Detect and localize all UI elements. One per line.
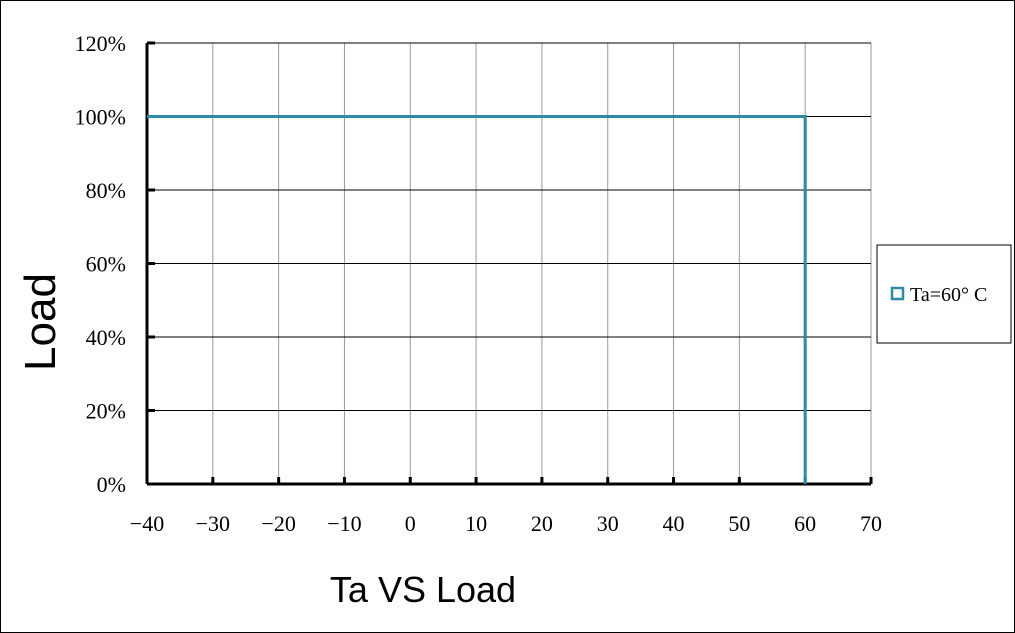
x-tick-label: 30 — [597, 511, 619, 536]
legend-box — [876, 244, 1012, 344]
y-tick-label: 60% — [86, 252, 126, 277]
series-layer — [147, 115, 807, 484]
x-axis-title: Ta VS Load — [330, 569, 516, 610]
x-tick-label: −40 — [130, 511, 164, 536]
tick-labels: −40 −30 −20 −10 0 10 20 30 40 50 60 70 0% 20% 40% 60% 80… — [75, 31, 882, 536]
x-tick-label: 70 — [860, 511, 882, 536]
legend: Ta=60° C — [876, 244, 1012, 344]
x-tick-label: 40 — [663, 511, 685, 536]
x-tick-label: 20 — [531, 511, 553, 536]
y-tick-label: 80% — [86, 178, 126, 203]
x-tick-label: 60 — [794, 511, 816, 536]
x-tick-label: −10 — [327, 511, 361, 536]
y-tick-label: 40% — [86, 325, 126, 350]
y-tick-label: 20% — [86, 399, 126, 424]
legend-swatch — [890, 286, 905, 301]
x-tick-label: 50 — [728, 511, 750, 536]
y-tick-label: 100% — [75, 105, 126, 130]
y-tick-label: 0% — [97, 472, 126, 497]
x-tick-label: 0 — [405, 511, 416, 536]
grid — [147, 42, 872, 484]
x-tick-label: −30 — [196, 511, 230, 536]
y-axis-title: Load — [16, 273, 65, 371]
x-tick-label: 10 — [465, 511, 487, 536]
x-tick-label: −20 — [261, 511, 295, 536]
series-line — [147, 115, 807, 484]
legend-label: Ta=60° C — [910, 284, 987, 306]
y-tick-label: 120% — [75, 31, 126, 56]
